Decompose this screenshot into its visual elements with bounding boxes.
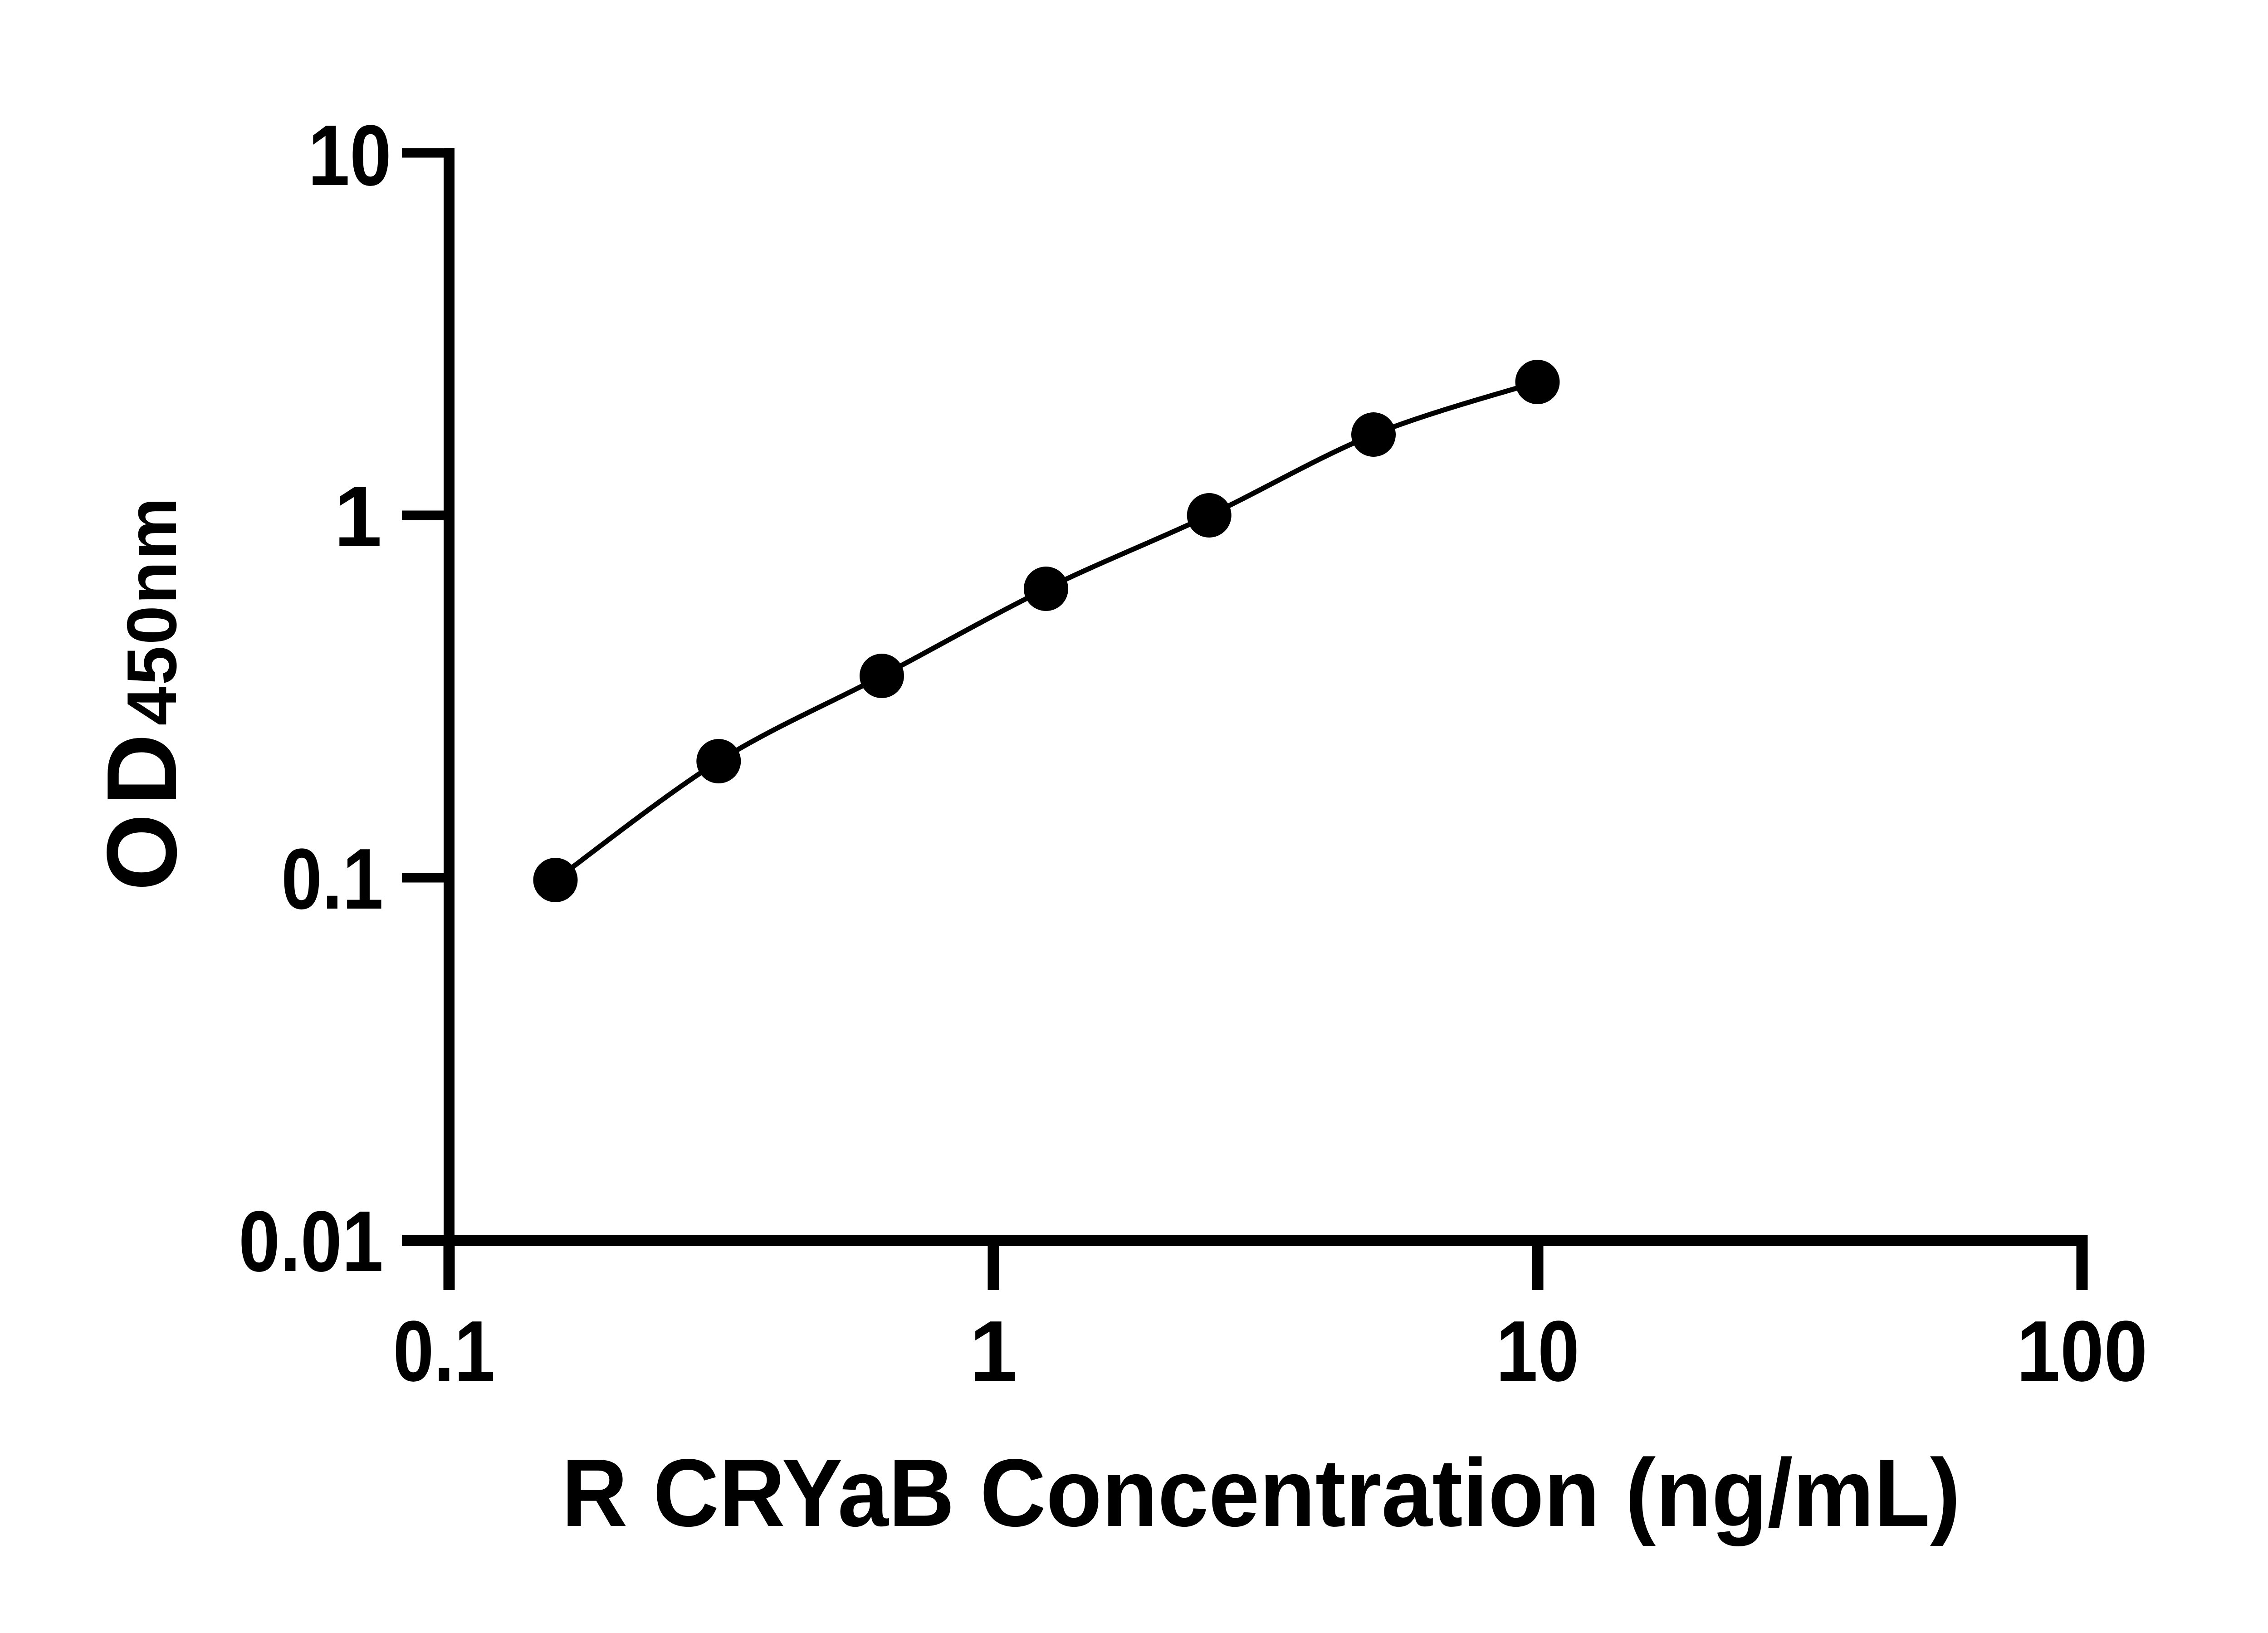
svg-text:0.1: 0.1 — [393, 1303, 495, 1399]
svg-text:10: 10 — [1496, 1303, 1579, 1399]
svg-text:10: 10 — [308, 108, 391, 204]
svg-text:R CRYaB Concentration (ng/mL): R CRYaB Concentration (ng/mL) — [562, 1439, 1960, 1546]
svg-text:0.01: 0.01 — [239, 1193, 383, 1290]
svg-text:1: 1 — [969, 1303, 1017, 1399]
svg-text:100: 100 — [2017, 1303, 2148, 1399]
svg-text:0.1: 0.1 — [281, 831, 383, 927]
svg-text:OD450nm: OD450nm — [87, 496, 197, 891]
svg-text:1: 1 — [334, 469, 382, 565]
